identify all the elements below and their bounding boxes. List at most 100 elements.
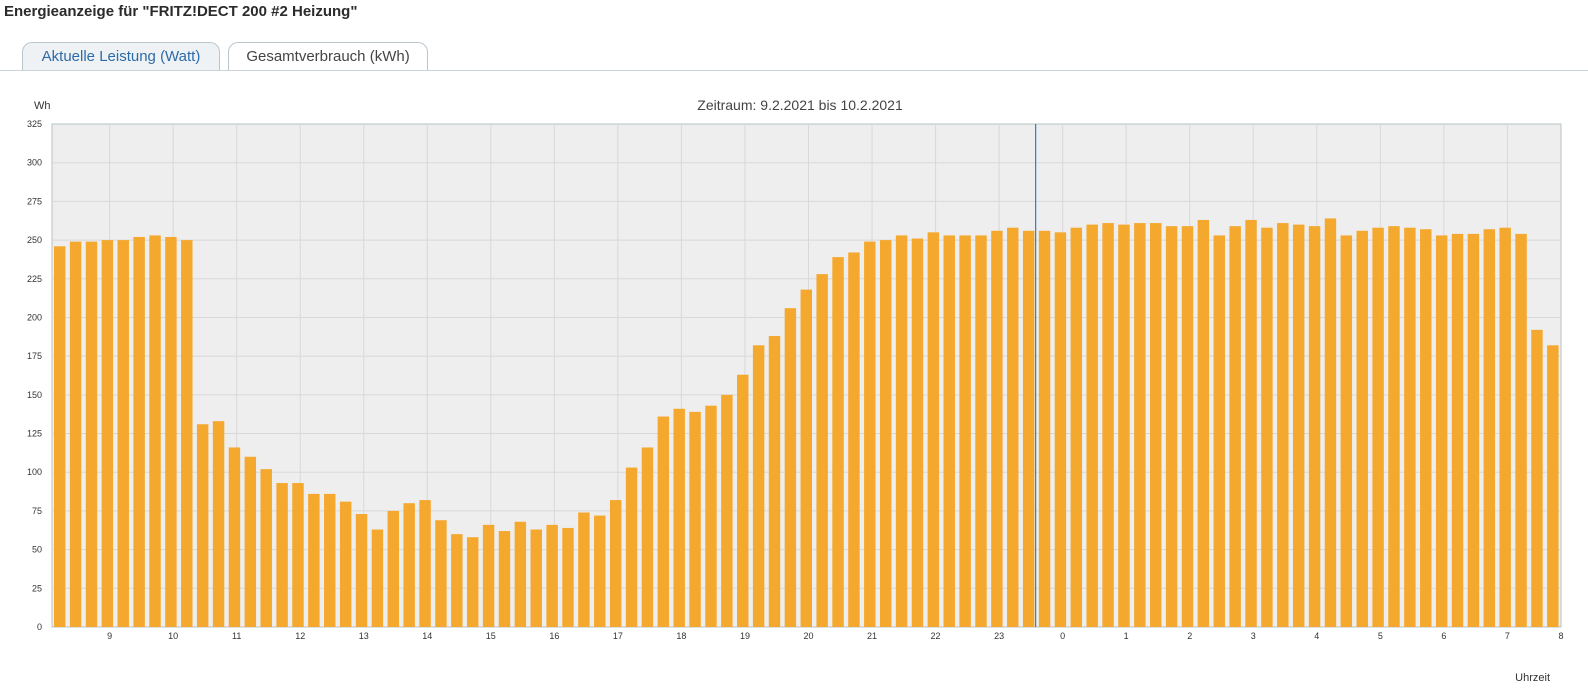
x-tick-label: 12 <box>295 631 305 641</box>
bar <box>212 421 225 627</box>
bar <box>498 531 511 627</box>
x-tick-label: 8 <box>1558 631 1563 641</box>
bar <box>1420 229 1432 628</box>
bar <box>1213 235 1225 627</box>
bar <box>260 469 272 627</box>
y-tick-label: 250 <box>27 235 42 245</box>
bar <box>244 456 257 627</box>
x-tick-label: 9 <box>107 631 112 641</box>
bar <box>594 515 606 627</box>
bar <box>514 521 527 627</box>
y-tick-label: 275 <box>27 196 42 206</box>
x-tick-label: 2 <box>1187 631 1192 641</box>
bar <box>737 374 749 627</box>
bar <box>911 238 924 627</box>
bar <box>482 524 495 627</box>
bar <box>784 308 797 627</box>
chart-title: Zeitraum: 9.2.2021 bis 10.2.2021 <box>697 97 903 113</box>
bar <box>578 512 590 627</box>
bar <box>1372 227 1384 627</box>
x-tick-label: 6 <box>1441 631 1446 641</box>
x-tick-label: 14 <box>422 631 432 641</box>
y-tick-label: 0 <box>37 622 42 632</box>
bar <box>292 483 304 627</box>
bar <box>54 246 66 627</box>
bar <box>530 529 542 627</box>
y-tick-label: 325 <box>27 119 42 129</box>
y-tick-label: 225 <box>27 274 42 284</box>
bar <box>324 493 336 627</box>
y-tick-label: 50 <box>32 545 42 555</box>
x-tick-label: 16 <box>549 631 559 641</box>
bar <box>689 411 701 627</box>
bar <box>387 510 400 627</box>
x-tick-label: 19 <box>740 631 750 641</box>
bar <box>181 240 193 627</box>
bar <box>1388 226 1400 627</box>
tabs-divider <box>0 70 1588 71</box>
bar <box>832 257 844 627</box>
bar <box>1197 219 1210 627</box>
bar <box>1150 223 1162 628</box>
bar <box>1435 235 1448 627</box>
bar <box>466 537 479 627</box>
bar <box>85 241 98 627</box>
bar <box>975 235 987 627</box>
bar <box>1467 233 1480 627</box>
bar <box>657 416 670 627</box>
bar <box>641 447 654 627</box>
bar <box>355 514 368 627</box>
y-tick-label: 125 <box>27 429 42 439</box>
bar <box>1261 227 1273 627</box>
x-tick-label: 17 <box>613 631 623 641</box>
x-tick-label: 7 <box>1505 631 1510 641</box>
bar <box>609 500 622 627</box>
x-tick-label: 10 <box>168 631 178 641</box>
bar <box>1324 218 1337 627</box>
bar <box>1007 227 1019 627</box>
x-tick-label: 15 <box>486 631 496 641</box>
bar <box>371 529 384 627</box>
y-axis-ticks: 0 25 50 75 100 125 150 175 200 225 250 275 300 325 <box>27 119 42 632</box>
bar <box>816 274 828 627</box>
y-axis-unit-label: Wh <box>34 100 51 112</box>
y-tick-label: 150 <box>27 390 42 400</box>
tab-gesamtverbrauch[interactable]: Gesamtverbrauch (kWh) <box>228 42 428 71</box>
bar <box>1070 227 1083 627</box>
bar <box>1245 219 1257 627</box>
bar <box>403 503 415 627</box>
bar <box>705 405 717 627</box>
bar <box>800 289 812 627</box>
bar <box>308 493 320 627</box>
bar <box>927 232 940 627</box>
x-tick-label: 22 <box>931 631 941 641</box>
bar <box>625 467 638 627</box>
x-tick-label: 3 <box>1251 631 1256 641</box>
bar <box>1229 226 1241 627</box>
x-tick-label: 0 <box>1060 631 1065 641</box>
bar <box>339 501 352 627</box>
bar <box>848 252 860 627</box>
x-tick-label: 4 <box>1314 631 1319 641</box>
bar <box>1181 226 1194 627</box>
bar <box>864 241 876 627</box>
bar <box>1292 224 1305 627</box>
bar <box>1038 230 1051 628</box>
bar <box>133 236 145 628</box>
x-tick-label: 23 <box>994 631 1004 641</box>
bar <box>562 527 574 627</box>
bar <box>1277 223 1289 628</box>
x-tick-label: 11 <box>232 631 241 641</box>
bar <box>1022 230 1035 628</box>
bar <box>943 235 955 627</box>
bar <box>1340 235 1353 627</box>
y-tick-label: 300 <box>27 158 42 168</box>
y-tick-label: 100 <box>27 467 42 477</box>
tab-aktuelle-leistung[interactable]: Aktuelle Leistung (Watt) <box>22 42 220 70</box>
bar <box>752 345 765 627</box>
x-tick-label: 13 <box>359 631 369 641</box>
bar <box>69 241 82 627</box>
page-title: Energieanzeige für "FRITZ!DECT 200 #2 He… <box>4 3 358 20</box>
y-tick-label: 75 <box>32 506 42 516</box>
bar <box>419 500 431 627</box>
